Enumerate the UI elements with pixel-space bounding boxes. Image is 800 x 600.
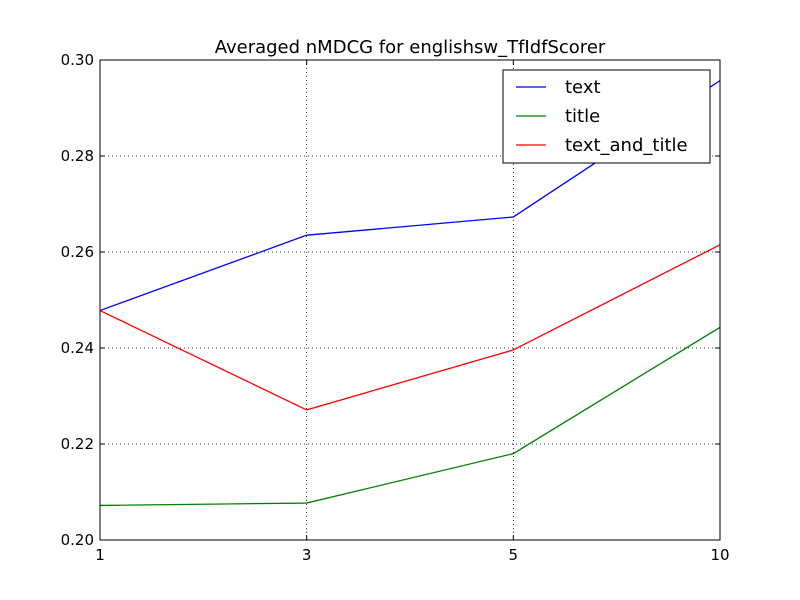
chart-title: Averaged nMDCG for englishsw_TfIdfScorer <box>215 37 606 58</box>
y-tick-label: 0.28 <box>61 147 94 165</box>
legend-label-title: title <box>565 106 600 127</box>
axis-ticks <box>99 59 721 541</box>
y-tick-label: 0.26 <box>61 243 94 261</box>
x-tick-label: 1 <box>95 546 105 564</box>
x-tick-label: 3 <box>302 546 312 564</box>
y-tick-label: 0.30 <box>61 51 94 69</box>
plot-area <box>99 59 721 541</box>
y-tick-label: 0.20 <box>61 531 94 549</box>
y-tick-label: 0.22 <box>61 435 94 453</box>
legend-label-text-and-title: text_and_title <box>565 135 688 156</box>
series-line-title <box>100 326 720 507</box>
series-line-text-and-title <box>100 244 720 411</box>
x-axis-tick-labels: 1 3 5 10 <box>95 546 729 564</box>
x-tick-label: 5 <box>509 546 519 564</box>
x-tick-label: 10 <box>710 546 729 564</box>
legend: text title text_and_title <box>502 69 711 164</box>
legend-label-text: text <box>565 77 601 98</box>
y-axis-tick-labels: 0.20 0.22 0.24 0.26 0.28 0.30 <box>61 51 94 549</box>
y-tick-label: 0.24 <box>61 339 94 357</box>
